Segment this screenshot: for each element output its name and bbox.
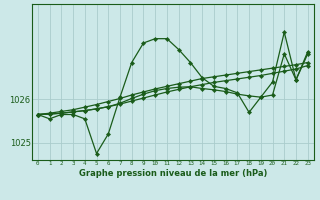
X-axis label: Graphe pression niveau de la mer (hPa): Graphe pression niveau de la mer (hPa)	[79, 169, 267, 178]
